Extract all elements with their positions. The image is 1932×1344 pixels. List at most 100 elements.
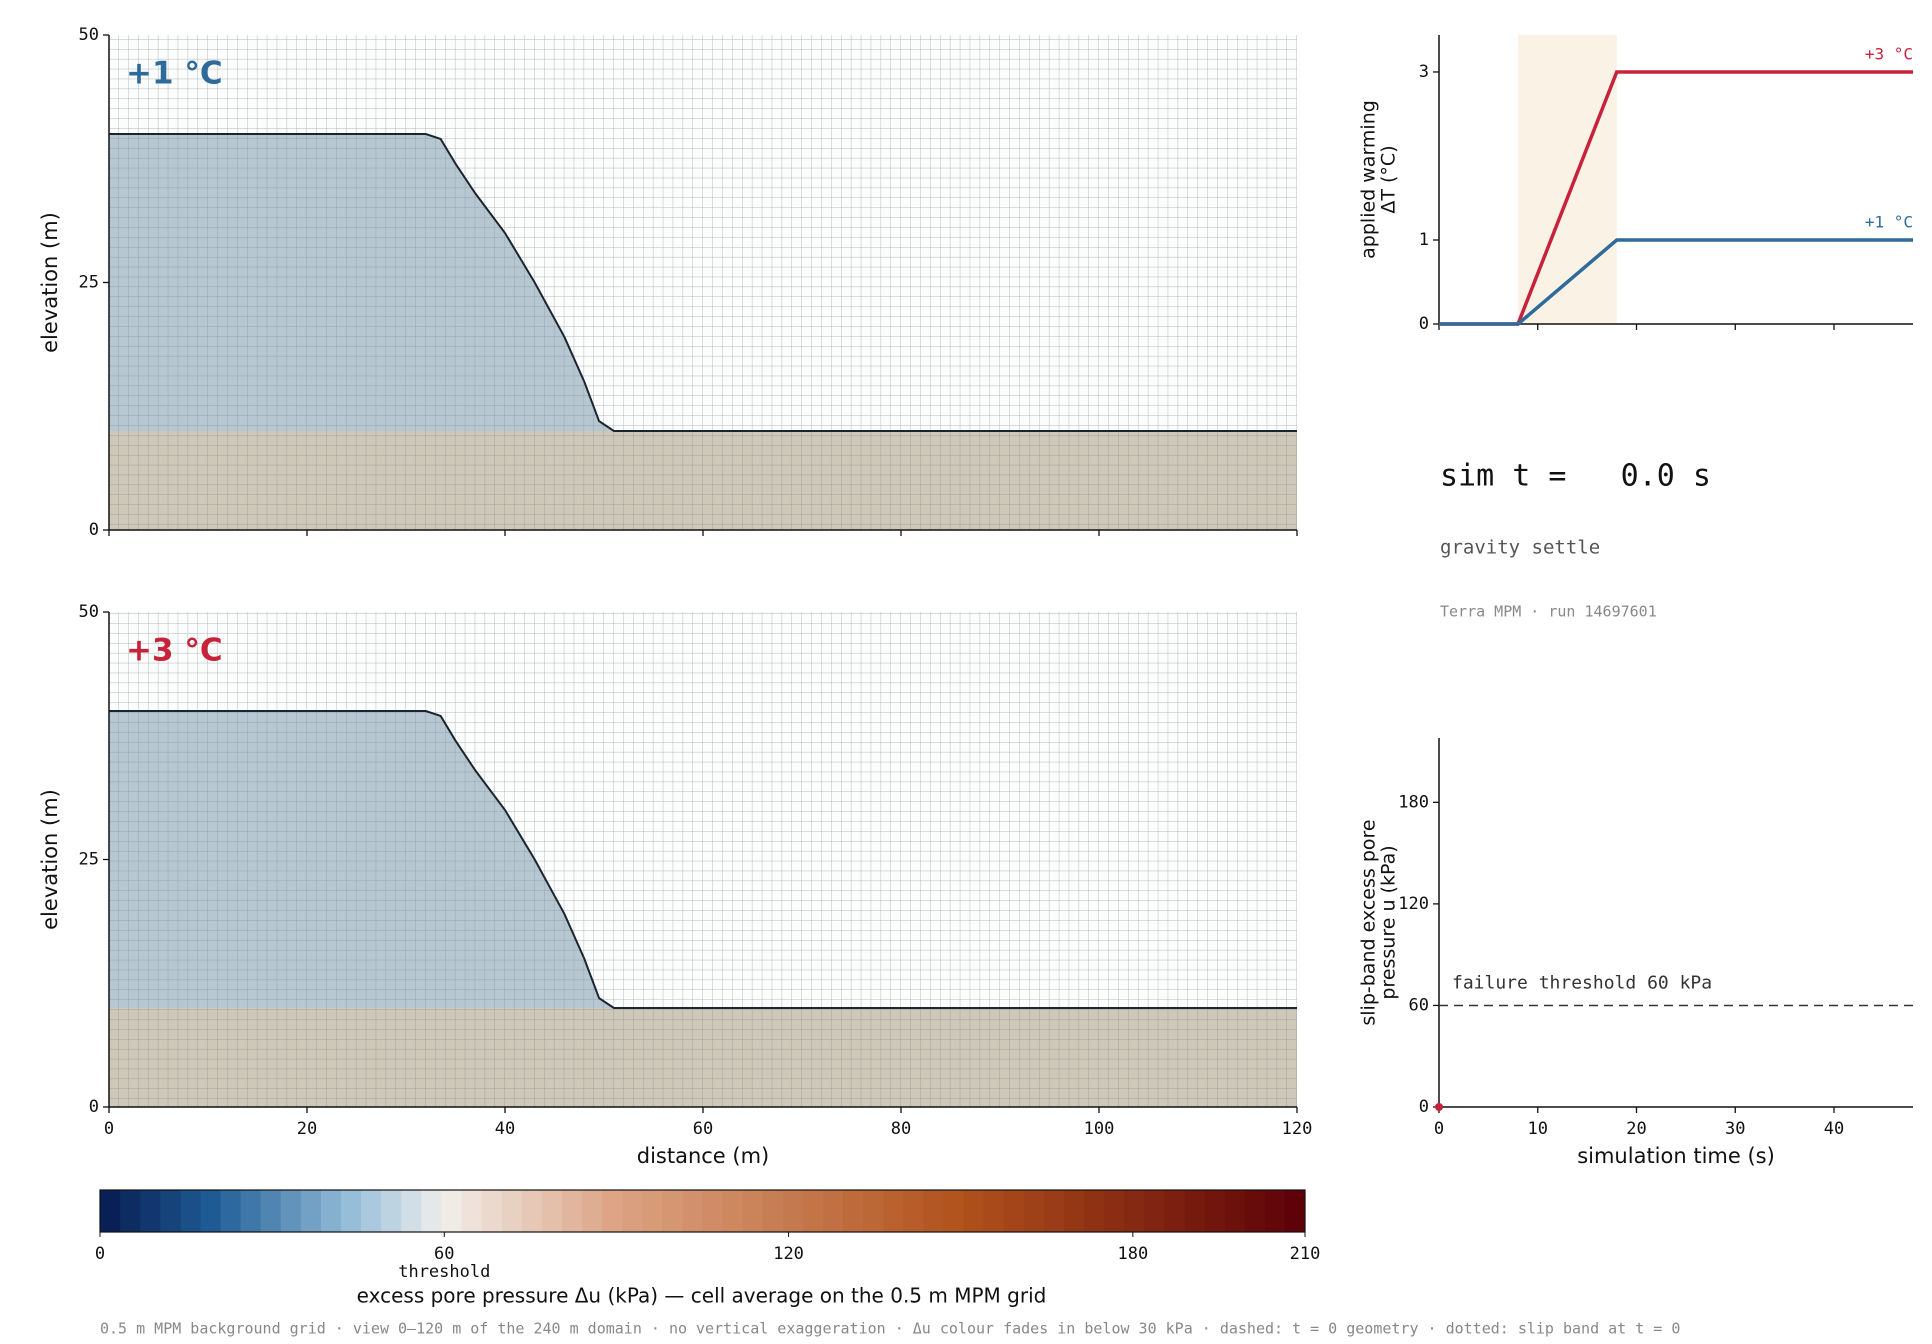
x-axis-label: simulation time (s) bbox=[1577, 1144, 1775, 1168]
colorbar-cell bbox=[1224, 1190, 1246, 1232]
colorbar-cell bbox=[823, 1190, 844, 1232]
colorbar-cell bbox=[582, 1190, 603, 1232]
x-tick-label: 60 bbox=[693, 1119, 713, 1139]
colorbar-cell bbox=[421, 1190, 442, 1232]
y-axis-label: slip-band excess pore bbox=[1358, 819, 1380, 1025]
series-label: +1 °C bbox=[1865, 212, 1913, 231]
colorbar-cell bbox=[843, 1190, 864, 1232]
colorbar-cell bbox=[802, 1190, 824, 1232]
colorbar-cell bbox=[963, 1190, 985, 1232]
colorbar-cell bbox=[782, 1190, 804, 1232]
colorbar-cell bbox=[662, 1190, 683, 1232]
x-tick-label: 120 bbox=[1282, 1119, 1313, 1139]
colorbar-cell bbox=[1204, 1190, 1226, 1232]
colorbar-cell bbox=[561, 1190, 583, 1232]
y-tick-label: 180 bbox=[1398, 792, 1429, 812]
colorbar-cell bbox=[381, 1190, 402, 1232]
x-tick-label: 10 bbox=[1528, 1119, 1548, 1139]
colorbar-cell bbox=[240, 1190, 262, 1232]
y-axis-label: applied warming bbox=[1358, 100, 1380, 259]
colorbar-cell bbox=[1043, 1190, 1065, 1232]
x-axis-label: distance (m) bbox=[637, 1144, 770, 1168]
colorbar-cell bbox=[120, 1190, 141, 1232]
y-tick-label: 0 bbox=[1419, 314, 1429, 334]
y-tick-label: 0 bbox=[1419, 1097, 1429, 1117]
y-tick-label: 0 bbox=[89, 1097, 99, 1117]
x-tick-label: 20 bbox=[297, 1119, 317, 1139]
colorbar-cell bbox=[100, 1190, 121, 1232]
colorbar-tick-label: 0 bbox=[95, 1244, 105, 1264]
panel-label: +3 °C bbox=[126, 633, 223, 669]
colorbar-tick-label: 120 bbox=[773, 1244, 804, 1264]
y-axis-label: ΔT (°C) bbox=[1378, 145, 1400, 213]
colorbar-cell bbox=[742, 1190, 764, 1232]
colorbar-cell bbox=[1124, 1190, 1145, 1232]
warming-line bbox=[1439, 70, 1913, 326]
colorbar-cell bbox=[702, 1190, 724, 1232]
mpm-grid bbox=[109, 612, 1297, 1107]
colorbar-cell bbox=[762, 1190, 784, 1232]
colorbar-cell bbox=[200, 1190, 221, 1232]
colorbar-cell bbox=[923, 1190, 944, 1232]
colorbar-cell bbox=[943, 1190, 965, 1232]
x-tick-label: 30 bbox=[1725, 1119, 1745, 1139]
colorbar-cell bbox=[1184, 1190, 1206, 1232]
footer: 0.5 m MPM background grid · view 0–120 m… bbox=[100, 1320, 1680, 1338]
colorbar-frame bbox=[99, 1189, 1306, 1233]
y-tick-label: 50 bbox=[79, 602, 99, 622]
y-tick-label: 25 bbox=[79, 850, 99, 870]
warming-line bbox=[1439, 238, 1913, 326]
slope-profile bbox=[109, 133, 1297, 432]
x-tick-label: 80 bbox=[891, 1119, 911, 1139]
colorbar-cell bbox=[300, 1190, 322, 1232]
colorbar-cell bbox=[1284, 1190, 1306, 1232]
y-axis-label: pressure u (kPa) bbox=[1378, 845, 1400, 999]
y-tick-label: 50 bbox=[79, 25, 99, 45]
colorbar-cell bbox=[903, 1190, 924, 1232]
threshold-label: failure threshold 60 kPa bbox=[1452, 972, 1712, 993]
colorbar-cell bbox=[461, 1190, 483, 1232]
x-tick-label: 100 bbox=[1084, 1119, 1115, 1139]
colorbar-cell bbox=[1003, 1190, 1025, 1232]
colorbar-cell bbox=[1084, 1190, 1105, 1232]
colorbar-tick-label: 210 bbox=[1290, 1244, 1321, 1264]
colorbar-cell bbox=[341, 1190, 362, 1232]
colorbar-cell bbox=[541, 1190, 563, 1232]
colorbar-cell bbox=[1064, 1190, 1085, 1232]
slope-profile bbox=[109, 710, 1297, 1009]
colorbar-cell bbox=[863, 1190, 884, 1232]
threshold-label: threshold bbox=[398, 1262, 490, 1282]
colorbar-cell bbox=[441, 1190, 462, 1232]
colorbar-cell bbox=[1164, 1190, 1185, 1232]
colorbar-cell bbox=[722, 1190, 744, 1232]
y-axis-label: elevation (m) bbox=[38, 789, 62, 930]
y-tick-label: 120 bbox=[1398, 894, 1429, 914]
y-axis-label: elevation (m) bbox=[38, 212, 62, 353]
colorbar-cell bbox=[642, 1190, 663, 1232]
colorbar-cell bbox=[622, 1190, 643, 1232]
heating-window bbox=[1518, 35, 1617, 324]
colorbar-cell bbox=[1244, 1190, 1266, 1232]
colorbar-cell bbox=[160, 1190, 181, 1232]
colorbar-cell bbox=[180, 1190, 201, 1232]
colorbar-label: excess pore pressure Δu (kPa) — cell ave… bbox=[357, 1284, 1047, 1308]
colorbar-cell bbox=[481, 1190, 503, 1232]
colorbar-cell bbox=[521, 1190, 543, 1232]
panel-label: +1 °C bbox=[126, 56, 223, 92]
colorbar-cell bbox=[140, 1190, 161, 1232]
colorbar-cell bbox=[361, 1190, 382, 1232]
x-tick-label: 20 bbox=[1626, 1119, 1646, 1139]
colorbar-cell bbox=[401, 1190, 422, 1232]
colorbar-cell bbox=[260, 1190, 282, 1232]
colorbar-cell bbox=[280, 1190, 302, 1232]
colorbar-tick-label: 60 bbox=[434, 1244, 454, 1264]
colorbar-cell bbox=[320, 1190, 342, 1232]
colorbar-cell bbox=[220, 1190, 242, 1232]
colorbar-cell bbox=[602, 1190, 623, 1232]
y-tick-label: 60 bbox=[1409, 995, 1429, 1015]
colorbar-cell bbox=[501, 1190, 523, 1232]
colorbar-cell bbox=[1264, 1190, 1286, 1232]
colorbar-cell bbox=[983, 1190, 1005, 1232]
pore-point bbox=[1435, 1103, 1443, 1111]
